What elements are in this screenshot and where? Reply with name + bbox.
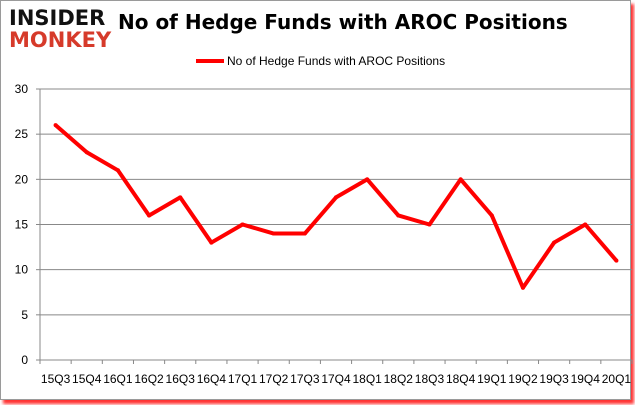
x-tick-label: 20Q1 xyxy=(602,372,632,386)
y-tick-label: 5 xyxy=(21,308,28,322)
x-tick-label: 16Q1 xyxy=(103,372,133,386)
data-point xyxy=(271,231,276,236)
data-point xyxy=(365,177,370,182)
x-tick-label: 17Q2 xyxy=(259,372,289,386)
data-point xyxy=(209,240,214,245)
x-tick-label: 17Q3 xyxy=(290,372,320,386)
x-tick-label: 16Q2 xyxy=(134,372,164,386)
data-point xyxy=(489,213,494,218)
legend-label: No of Hedge Funds with AROC Positions xyxy=(227,54,446,68)
data-point xyxy=(147,213,152,218)
y-tick-label: 0 xyxy=(21,353,28,367)
data-point xyxy=(115,168,120,173)
data-point xyxy=(552,240,557,245)
x-tick-label: 18Q2 xyxy=(384,372,414,386)
x-tick-label: 15Q4 xyxy=(72,372,102,386)
x-tick-label: 19Q3 xyxy=(539,372,569,386)
data-point xyxy=(614,258,619,263)
data-point xyxy=(583,222,588,227)
data-point xyxy=(53,123,58,128)
data-point xyxy=(427,222,432,227)
data-point xyxy=(302,231,307,236)
insider-monkey-logo: INSIDER MONKEY xyxy=(9,7,111,51)
x-tick-label: 16Q4 xyxy=(197,372,227,386)
legend-swatch xyxy=(196,59,224,63)
data-point xyxy=(396,213,401,218)
x-tick-label: 19Q4 xyxy=(571,372,601,386)
data-point xyxy=(84,150,89,155)
x-tick-label: 19Q2 xyxy=(508,372,538,386)
data-point xyxy=(178,195,183,200)
y-tick-label: 25 xyxy=(15,127,29,141)
x-tick-label: 17Q1 xyxy=(228,372,258,386)
x-tick-label: 19Q1 xyxy=(477,372,507,386)
y-tick-label: 10 xyxy=(15,263,29,277)
x-tick-label: 16Q3 xyxy=(166,372,196,386)
x-tick-label: 17Q4 xyxy=(321,372,351,386)
x-tick-label: 18Q1 xyxy=(352,372,382,386)
data-point xyxy=(334,195,338,200)
y-tick-label: 15 xyxy=(15,218,29,232)
data-point xyxy=(520,285,525,290)
chart-title: No of Hedge Funds with AROC Positions xyxy=(118,10,568,34)
y-tick-label: 20 xyxy=(15,172,29,186)
y-tick-label: 30 xyxy=(15,82,29,96)
x-tick-label: 15Q3 xyxy=(41,372,71,386)
data-point xyxy=(458,177,463,182)
logo-line1: INSIDER xyxy=(9,6,106,30)
x-tick-label: 18Q3 xyxy=(415,372,445,386)
x-tick-label: 18Q4 xyxy=(446,372,476,386)
legend: No of Hedge Funds with AROC Positions xyxy=(196,54,445,68)
series-line xyxy=(54,123,618,290)
logo-line2: MONKEY xyxy=(9,28,112,52)
data-point xyxy=(240,222,245,227)
